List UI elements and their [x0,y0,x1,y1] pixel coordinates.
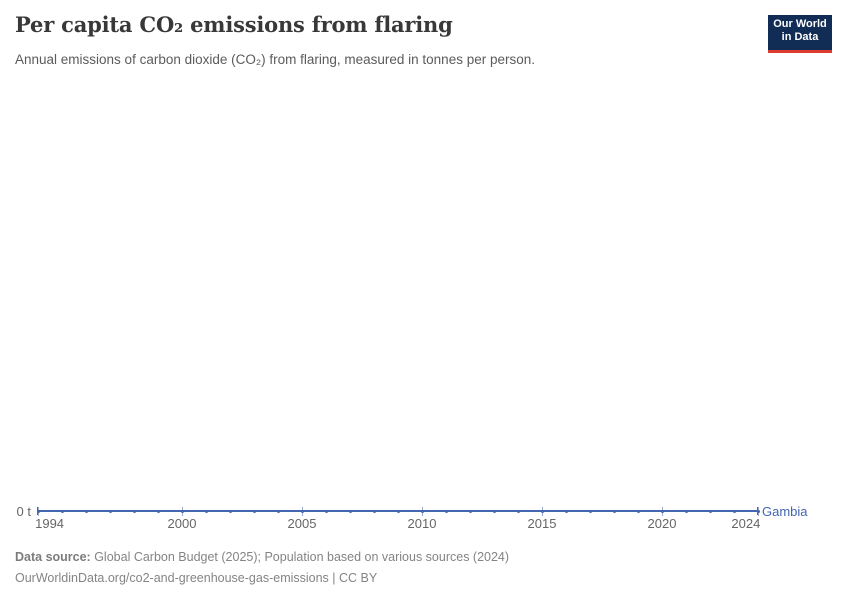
x-axis-tick-label: 2005 [287,516,317,531]
x-axis-tick-label: 2020 [647,516,677,531]
data-point-marker [132,509,136,513]
data-point-marker [540,509,544,513]
data-point-marker [108,509,112,513]
data-point-marker [228,509,232,513]
x-axis-tick-label: 2015 [527,516,557,531]
data-point-marker [156,509,160,513]
owid-logo-line-1: Our World [773,18,827,30]
x-axis-tick-label: 2000 [167,516,197,531]
data-point-marker [372,509,376,513]
x-axis-tick-label: 2024 [731,516,761,531]
data-point-marker [492,509,496,513]
data-point-marker [468,509,472,513]
y-axis-zero-label: 0 t [16,504,31,519]
data-point-marker [60,509,64,513]
data-point-marker [612,509,616,513]
data-point-marker [180,509,184,513]
data-point-marker [84,509,88,513]
data-source-line: Data source: Global Carbon Budget (2025)… [15,547,509,568]
x-axis-tick-label: 1994 [35,516,65,531]
x-axis-tick-label: 2010 [407,516,437,531]
owid-logo: Our World in Data [768,15,832,53]
chart-subtitle: Annual emissions of carbon dioxide (CO₂)… [15,52,535,67]
data-source-label: Data source: [15,550,91,564]
data-point-marker [420,509,424,513]
data-point-marker [204,509,208,513]
data-point-marker [396,509,400,513]
data-point-marker [516,509,520,513]
data-point-marker [564,509,568,513]
data-point-marker [276,509,280,513]
chart-footer: Data source: Global Carbon Budget (2025)… [15,547,509,589]
data-point-marker [708,509,712,513]
data-point-marker [300,509,304,513]
data-point-marker [588,509,592,513]
attribution-line: OurWorldinData.org/co2-and-greenhouse-ga… [15,571,378,585]
data-source-text: Global Carbon Budget (2025); Population … [90,550,510,564]
data-point-marker [324,509,328,513]
data-point-marker [732,509,736,513]
data-point-marker [444,509,448,513]
data-point-marker [660,509,664,513]
chart-title: Per capita CO₂ emissions from flaring [15,12,453,37]
data-point-marker [756,509,760,513]
data-point-marker [348,509,352,513]
series-label-gambia: Gambia [762,504,808,519]
data-point-marker [684,509,688,513]
data-point-marker [252,509,256,513]
data-point-marker [636,509,640,513]
data-point-marker [36,509,40,513]
owid-logo-line-2: in Data [781,31,819,43]
